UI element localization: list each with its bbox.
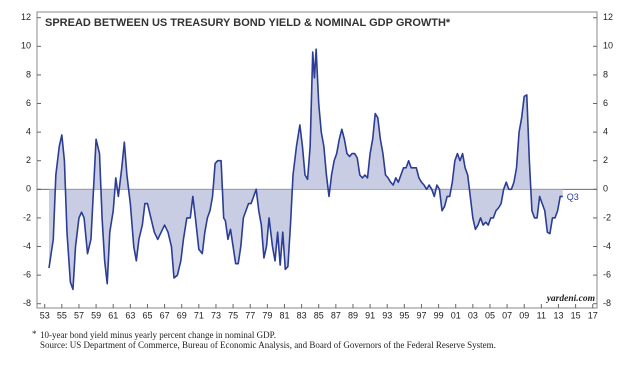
x-tick-label: 83 (297, 310, 307, 320)
x-tick-label: 73 (211, 310, 221, 320)
x-tick-label: 99 (434, 310, 444, 320)
x-tick-label: 55 (57, 310, 67, 320)
y2-tick-label: 0 (603, 184, 608, 194)
x-tick-label: 05 (485, 310, 495, 320)
y-tick-label: 12 (21, 12, 31, 22)
y2-tick-label: 6 (603, 98, 608, 108)
x-tick-label: 95 (399, 310, 409, 320)
x-tick-label: 07 (502, 310, 512, 320)
watermark: yardeni.com (546, 294, 595, 304)
x-tick-label: 13 (553, 310, 563, 320)
x-tick-label: 75 (228, 310, 238, 320)
x-tick-label: 11 (537, 310, 546, 320)
x-tick-label: 63 (125, 310, 135, 320)
y2-tick-label: 8 (603, 69, 608, 79)
y2-tick-label: 2 (603, 155, 608, 165)
annotation: Q3 (567, 192, 579, 202)
y-tick-label: -2 (23, 212, 31, 222)
y-tick-label: 6 (26, 98, 31, 108)
footnote-line: Source: US Department of Commerce, Burea… (40, 340, 496, 350)
x-tick-label: 09 (519, 310, 529, 320)
x-tick-label: 03 (468, 310, 478, 320)
area (48, 49, 563, 290)
x-tick-label: 97 (416, 310, 426, 320)
y-tick-label: 8 (26, 69, 31, 79)
x-tick-label: 01 (451, 310, 461, 320)
y-tick-label: -8 (23, 298, 31, 308)
x-tick-label: 77 (245, 310, 255, 320)
y2-tick-label: 10 (603, 41, 613, 51)
y2-tick-label: 12 (603, 12, 613, 22)
y-tick-label: -4 (23, 241, 31, 251)
footnote-marker: * (32, 329, 37, 339)
x-tick-label: 93 (382, 310, 392, 320)
y-tick-label: 10 (21, 41, 31, 51)
chart-title: SPREAD BETWEEN US TREASURY BOND YIELD & … (45, 17, 451, 29)
y2-tick-label: 4 (603, 126, 608, 136)
y2-tick-label: -6 (603, 269, 611, 279)
y2-tick-label: -2 (603, 212, 611, 222)
footnote-line: 10-year bond yield minus yearly percent … (40, 330, 276, 340)
x-tick-label: 91 (365, 310, 375, 320)
x-tick-label: 81 (279, 310, 289, 320)
y-tick-label: 0 (26, 184, 31, 194)
line (48, 48, 563, 291)
x-tick-label: 79 (262, 310, 272, 320)
x-tick-label: 67 (160, 310, 170, 320)
y-tick-label: -6 (23, 269, 31, 279)
x-tick-label: 57 (74, 310, 84, 320)
x-tick-label: 61 (108, 310, 118, 320)
y-tick-label: 2 (26, 155, 31, 165)
y2-tick-label: -4 (603, 241, 611, 251)
x-tick-label: 89 (348, 310, 358, 320)
y-tick-label: 4 (26, 126, 31, 136)
x-tick-label: 15 (571, 310, 581, 320)
x-tick-label: 59 (91, 310, 101, 320)
y2-tick-label: -8 (603, 298, 611, 308)
x-tick-label: 87 (331, 310, 341, 320)
x-tick-label: 85 (314, 310, 324, 320)
x-tick-label: 71 (194, 310, 204, 320)
x-tick-label: 17 (588, 310, 598, 320)
x-tick-label: 53 (40, 310, 50, 320)
x-tick-label: 69 (177, 310, 187, 320)
x-tick-label: 65 (142, 310, 152, 320)
